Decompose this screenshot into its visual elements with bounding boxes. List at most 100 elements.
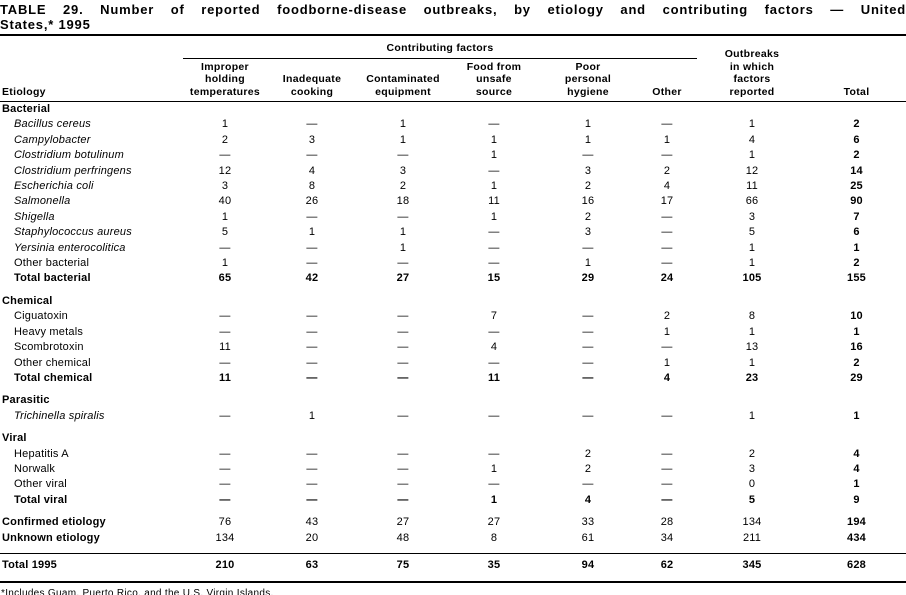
- cell-value: 3: [584, 164, 592, 177]
- cell-value: 5: [748, 493, 756, 506]
- table-row: Chemical: [0, 287, 906, 309]
- cell-value: —: [661, 409, 673, 422]
- cell-value: 3: [221, 180, 229, 193]
- cell-value: 210: [215, 559, 235, 572]
- bottom-divider-rule: [0, 580, 906, 583]
- table-row: Heavy metals — — — — — 1 1 1: [0, 325, 906, 340]
- cell-value: 1: [221, 210, 229, 223]
- row-label: Other chemical: [14, 356, 91, 369]
- cell-total-value: 16: [850, 341, 863, 354]
- cell-value: 4: [584, 493, 592, 506]
- cell-value: 1: [748, 257, 756, 270]
- row-label: Bacillus cereus: [14, 118, 91, 131]
- cell-value: —: [582, 149, 594, 162]
- cell-value: [267, 287, 357, 309]
- table-row: Unknown etiology 134 20 48 8 61 34 211 434: [0, 531, 906, 546]
- cell-value: 3: [308, 133, 316, 146]
- cell-total-value: 194: [847, 516, 866, 529]
- cell-value: [539, 102, 637, 118]
- cell-value: 11: [218, 371, 232, 384]
- cell-value: —: [661, 493, 673, 506]
- cell-value: —: [219, 310, 231, 323]
- row-label: Other viral: [14, 478, 67, 491]
- row-label: Heavy metals: [14, 325, 84, 338]
- cell-value: 8: [308, 180, 316, 193]
- cell-value: 1: [399, 118, 407, 131]
- cell-value: 35: [487, 559, 501, 572]
- cell-value: 1: [584, 133, 592, 146]
- cell-value: 134: [742, 516, 762, 529]
- cell-value: 65: [218, 272, 232, 285]
- cell-value: 18: [396, 195, 410, 208]
- cell-total-value: 434: [847, 531, 866, 544]
- cell-value: —: [582, 325, 594, 338]
- cell-total-value: 4: [853, 447, 860, 460]
- cell-value: —: [661, 257, 673, 270]
- cell-value: —: [661, 226, 673, 239]
- cell-value: [357, 102, 449, 118]
- cell-value: 8: [490, 531, 498, 544]
- table-title-line2: States,* 1995: [0, 17, 91, 32]
- cell-value: [183, 102, 267, 118]
- row-label: Total viral: [14, 493, 68, 506]
- cell-value: —: [397, 462, 409, 475]
- col-header-food-from-unsafe-source: Food from unsafe source: [449, 58, 539, 102]
- cell-value: [697, 386, 807, 408]
- cell-value: —: [397, 341, 409, 354]
- cell-value: 13: [745, 341, 759, 354]
- cell-value: —: [306, 257, 318, 270]
- cell-value: —: [219, 493, 231, 506]
- row-label: Hepatitis A: [14, 447, 69, 460]
- table-row: Total viral — — — 1 4 — 5 9: [0, 493, 906, 508]
- cell-value: 11: [746, 180, 758, 193]
- cell-value: 75: [396, 559, 410, 572]
- pre-total-rule-row: [0, 546, 906, 555]
- col-header-etiology: Etiology: [0, 40, 183, 102]
- cell-value: [357, 386, 449, 408]
- cell-value: 5: [748, 226, 756, 239]
- cell-value: —: [397, 310, 409, 323]
- cell-value: 66: [745, 195, 759, 208]
- table-row: Bacillus cereus 1 — 1 — 1 — 1 2: [0, 117, 906, 132]
- cell-total-value: [807, 102, 906, 118]
- row-label: Scombrotoxin: [14, 341, 84, 354]
- table-row: Parasitic: [0, 386, 906, 408]
- footnote: *Includes Guam, Puerto Rico, and the U.S…: [1, 587, 274, 595]
- cell-value: —: [661, 462, 673, 475]
- cell-value: —: [488, 409, 500, 422]
- cell-value: 1: [490, 462, 498, 475]
- cell-value: —: [397, 447, 409, 460]
- table-row: Staphylococcus aureus 5 1 1 — 3 — 5 6: [0, 225, 906, 240]
- cell-value: —: [488, 257, 500, 270]
- cell-value: 345: [742, 559, 762, 572]
- cell-value: 1: [490, 149, 498, 162]
- cell-value: 26: [305, 195, 319, 208]
- cell-value: [539, 386, 637, 408]
- table-row: Clostridium perfringens 12 4 3 — 3 2 12 14: [0, 164, 906, 179]
- cell-value: [357, 287, 449, 309]
- cell-value: 211: [742, 531, 762, 544]
- cell-value: —: [582, 310, 594, 323]
- cell-value: 1: [399, 241, 407, 254]
- row-label: Viral: [2, 432, 27, 445]
- cell-value: [183, 424, 267, 446]
- row-label: Staphylococcus aureus: [14, 226, 132, 239]
- cell-value: —: [306, 325, 318, 338]
- table-row: Scombrotoxin 11 — — 4 — — 13 16: [0, 340, 906, 355]
- cell-value: 1: [490, 133, 498, 146]
- cell-value: 4: [748, 133, 756, 146]
- cell-value: 4: [663, 180, 671, 193]
- row-label: Chemical: [2, 294, 53, 307]
- cell-value: [449, 386, 539, 408]
- table-row: Clostridium botulinum — — — 1 — — 1 2: [0, 148, 906, 163]
- cell-value: —: [661, 149, 673, 162]
- cell-value: 3: [748, 210, 756, 223]
- table-row: Total 1995 210 63 75 35 94 62 345 628: [0, 554, 906, 577]
- cell-value: 4: [490, 341, 498, 354]
- cell-total-value: 155: [847, 272, 866, 285]
- cell-value: —: [306, 356, 318, 369]
- row-label: Yersinia enterocolitica: [14, 241, 126, 254]
- cell-value: —: [219, 409, 231, 422]
- cell-value: 27: [487, 516, 501, 529]
- cell-value: —: [306, 478, 318, 491]
